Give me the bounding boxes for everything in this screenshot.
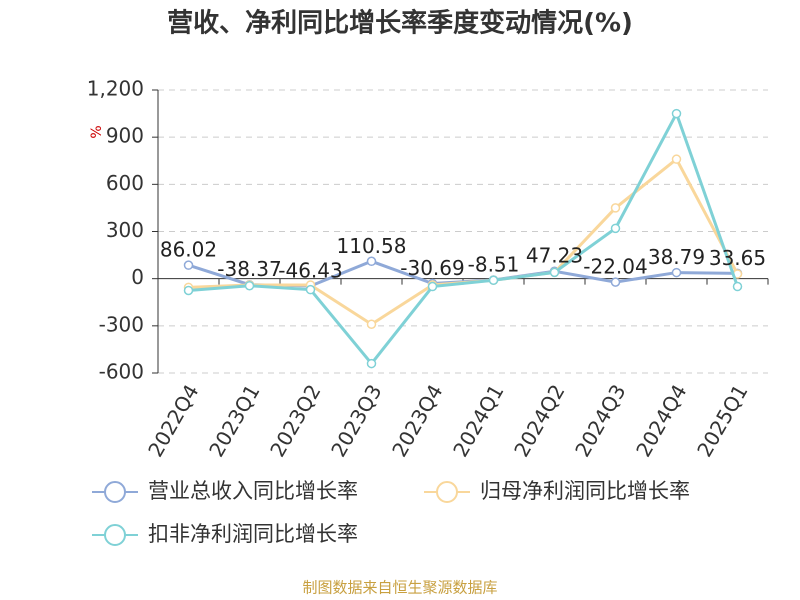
point (183, 260, 194, 270)
y-axis-label: % (89, 125, 105, 138)
data-label: -38.37 (217, 257, 281, 281)
y-tick-label: 0 (131, 265, 144, 289)
point (671, 267, 682, 278)
point (732, 281, 743, 292)
point (488, 275, 499, 285)
y-tick-label: 600 (106, 171, 144, 195)
y-tick-label: 900 (106, 124, 144, 148)
data-label: -22.04 (583, 255, 647, 279)
series-line (188, 109, 739, 366)
legend-label: 营业总收入同比增长率 (148, 479, 358, 503)
x-tick-label: 2024Q1 (448, 380, 508, 461)
point (305, 284, 316, 295)
data-label: 86.02 (160, 238, 217, 262)
point (610, 277, 621, 287)
x-tick-label: 2022Q4 (143, 380, 203, 461)
data-label: 47.23 (526, 244, 583, 268)
legend-marker (104, 524, 126, 546)
x-tick-label: 2024Q2 (509, 380, 569, 461)
y-tick-label: 300 (106, 218, 144, 242)
point (671, 154, 682, 164)
point (610, 203, 621, 213)
y-tick-label: 1,200 (87, 77, 144, 101)
x-tick-label: 2025Q1 (692, 380, 752, 461)
chart-title: 营收、净利同比增长率季度变动情况(%) (167, 8, 633, 39)
x-tick-label: 2023Q4 (387, 380, 447, 461)
point (427, 281, 438, 292)
x-tick-label: 2024Q3 (570, 380, 630, 461)
point (244, 280, 255, 291)
point (671, 108, 682, 119)
legend-marker (104, 481, 126, 503)
data-label: -8.51 (468, 253, 520, 277)
x-tick-label: 2023Q1 (204, 380, 264, 461)
data-label: -30.69 (400, 256, 464, 280)
point (183, 285, 194, 296)
x-tick-label: 2024Q4 (631, 380, 691, 461)
data-label: 110.58 (337, 234, 407, 258)
point (549, 267, 560, 278)
point (366, 256, 377, 267)
legend-label: 归母净利润同比增长率 (480, 479, 690, 503)
point (366, 358, 377, 369)
y-tick-label: -600 (99, 360, 144, 384)
x-tick-label: 2023Q3 (326, 380, 386, 461)
data-label: 33.65 (709, 246, 766, 270)
y-tick-label: -300 (99, 312, 144, 336)
x-tick-label: 2023Q2 (265, 380, 325, 461)
legend-label: 扣非净利润同比增长率 (148, 522, 358, 546)
source-note: 制图数据来自恒生聚源数据库 (302, 579, 497, 597)
point (610, 223, 621, 234)
data-label: -46.43 (278, 258, 342, 282)
point (366, 319, 377, 330)
data-label: 38.79 (648, 245, 705, 269)
legend-marker (436, 481, 458, 503)
